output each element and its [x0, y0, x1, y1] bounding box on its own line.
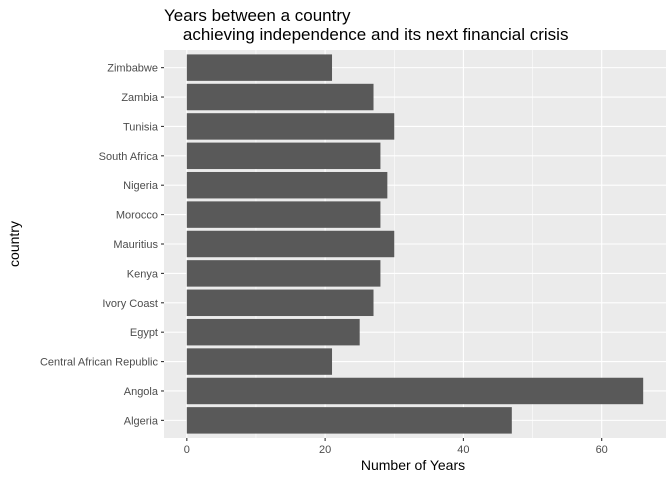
y-tick-label: Ivory Coast: [102, 298, 158, 310]
bar-tunisia: [186, 113, 395, 140]
y-tick-label: Tunisia: [123, 121, 159, 133]
bar-morocco: [186, 201, 381, 228]
bar-egypt: [186, 318, 360, 346]
bar-south-africa: [186, 142, 381, 170]
y-axis: Algeria Angola Central African Republic Egy…: [40, 63, 164, 427]
bar-ivory-coast: [186, 289, 374, 317]
x-tick-label: 40: [457, 444, 469, 456]
bar-kenya: [186, 260, 381, 287]
chart-title-line-2: achieving independence and its next fina…: [164, 25, 568, 44]
y-tick-label: Zimbabwe: [107, 63, 158, 75]
x-tick-label: 0: [184, 444, 190, 456]
y-axis-title: country: [6, 221, 22, 267]
bar-zimbabwe: [186, 54, 333, 81]
x-tick-label: 20: [319, 444, 331, 456]
y-tick-label: Mauritius: [113, 239, 158, 251]
y-tick-label: Central African Republic: [40, 357, 159, 369]
y-tick-label: Angola: [124, 386, 159, 398]
y-tick-label: South Africa: [99, 151, 159, 163]
y-tick-label: Nigeria: [123, 180, 159, 192]
bar-mauritius: [186, 230, 395, 258]
bar-zambia: [186, 83, 374, 111]
x-tick-label: 60: [596, 444, 608, 456]
x-axis-title: Number of Years: [361, 457, 465, 473]
y-tick-label: Morocco: [116, 210, 158, 222]
bar-nigeria: [186, 171, 388, 199]
bar-algeria: [186, 407, 512, 434]
y-tick-label: Kenya: [127, 268, 159, 280]
y-tick-label: Zambia: [121, 92, 159, 104]
bars: [186, 54, 644, 434]
x-axis: 0 20 40 60: [184, 438, 608, 456]
y-tick-label: Algeria: [124, 415, 159, 427]
bar-angola: [186, 377, 644, 405]
y-tick-label: Egypt: [130, 327, 158, 339]
chart-title-line-1: Years between a country: [164, 6, 351, 25]
bar-central-african-republic: [186, 348, 333, 375]
